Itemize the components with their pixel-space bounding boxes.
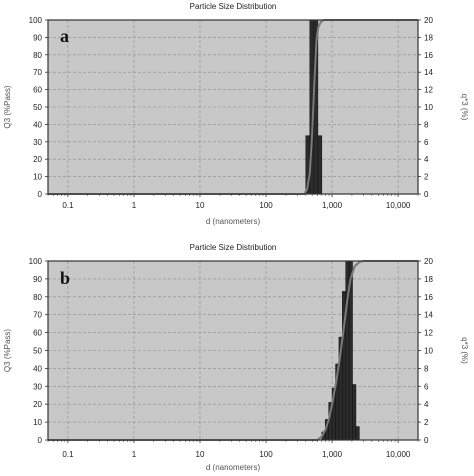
x-tick-label: 100 — [259, 201, 273, 210]
y-tick-label: 30 — [33, 138, 42, 147]
x-tick-label: 1 — [132, 450, 137, 459]
y2-axis-label: q*3 (%) — [460, 337, 469, 364]
chart-title: Particle Size Distribution — [190, 2, 277, 11]
y-tick-label: 80 — [33, 51, 42, 60]
x-tick-label: 0.1 — [62, 201, 74, 210]
x-axis-label: d (nanometers) — [206, 463, 261, 472]
y2-tick-label: 16 — [424, 51, 433, 60]
x-tick-label: 100 — [259, 450, 273, 459]
y2-tick-label: 4 — [424, 400, 429, 409]
panel-letter: b — [60, 268, 70, 288]
x-tick-label: 1,000 — [322, 201, 343, 210]
y2-tick-label: 20 — [424, 16, 433, 25]
y2-tick-label: 12 — [424, 86, 433, 95]
x-tick-label: 1,000 — [322, 450, 343, 459]
y2-tick-label: 8 — [424, 120, 429, 129]
y-tick-label: 90 — [33, 275, 42, 284]
y2-tick-label: 6 — [424, 382, 429, 391]
cumulative-q3-line — [48, 19, 418, 195]
x-axis-label: d (nanometers) — [206, 217, 261, 226]
x-tick-label: 10 — [196, 201, 205, 210]
y2-tick-label: 2 — [424, 418, 429, 427]
y2-tick-label: 0 — [424, 190, 429, 199]
y2-tick-label: 14 — [424, 68, 433, 77]
y2-tick-label: 8 — [424, 364, 429, 373]
y2-tick-label: 18 — [424, 33, 433, 42]
q3-bar — [317, 135, 323, 195]
y-tick-label: 50 — [33, 103, 42, 112]
q3-bar — [352, 384, 357, 441]
y-axis-label: Q3 (%Pass) — [3, 329, 12, 372]
y-tick-label: 70 — [33, 311, 42, 320]
chart-panel-b: Particle Size Distribution01020304050607… — [3, 243, 469, 472]
y2-tick-label: 0 — [424, 436, 429, 445]
y-tick-label: 0 — [38, 436, 43, 445]
q3-bar — [355, 426, 360, 441]
x-tick-label: 10 — [196, 450, 205, 459]
y-tick-label: 80 — [33, 293, 42, 302]
y2-tick-label: 4 — [424, 155, 429, 164]
y-tick-label: 60 — [33, 86, 42, 95]
y2-tick-label: 10 — [424, 347, 433, 356]
y2-tick-label: 10 — [424, 103, 433, 112]
chart-panel-a: Particle Size Distribution01020304050607… — [3, 2, 469, 226]
y-tick-label: 20 — [33, 155, 42, 164]
y-tick-label: 10 — [33, 418, 42, 427]
y-tick-label: 0 — [38, 190, 43, 199]
y2-tick-label: 12 — [424, 329, 433, 338]
y-tick-label: 40 — [33, 364, 42, 373]
x-tick-label: 10,000 — [386, 450, 411, 459]
x-tick-label: 10,000 — [386, 201, 411, 210]
y-tick-label: 50 — [33, 347, 42, 356]
y-tick-label: 40 — [33, 120, 42, 129]
y-tick-label: 30 — [33, 382, 42, 391]
y-tick-label: 100 — [29, 257, 43, 266]
y-tick-label: 10 — [33, 173, 42, 182]
y-tick-label: 70 — [33, 68, 42, 77]
x-tick-label: 1 — [132, 201, 137, 210]
y-tick-label: 60 — [33, 329, 42, 338]
y2-tick-label: 16 — [424, 293, 433, 302]
y2-tick-label: 20 — [424, 257, 433, 266]
cumulative-q3-line — [48, 260, 418, 441]
y2-tick-label: 2 — [424, 173, 429, 182]
y2-tick-label: 6 — [424, 138, 429, 147]
chart-title: Particle Size Distribution — [190, 243, 277, 252]
y2-tick-label: 14 — [424, 311, 433, 320]
panel-letter: a — [60, 26, 69, 46]
x-tick-label: 0.1 — [62, 450, 74, 459]
y-tick-label: 20 — [33, 400, 42, 409]
y-axis-label: Q3 (%Pass) — [3, 85, 12, 128]
y2-tick-label: 18 — [424, 275, 433, 284]
y2-axis-label: q*3 (%) — [460, 94, 469, 121]
y-tick-label: 90 — [33, 33, 42, 42]
y-tick-label: 100 — [29, 16, 43, 25]
